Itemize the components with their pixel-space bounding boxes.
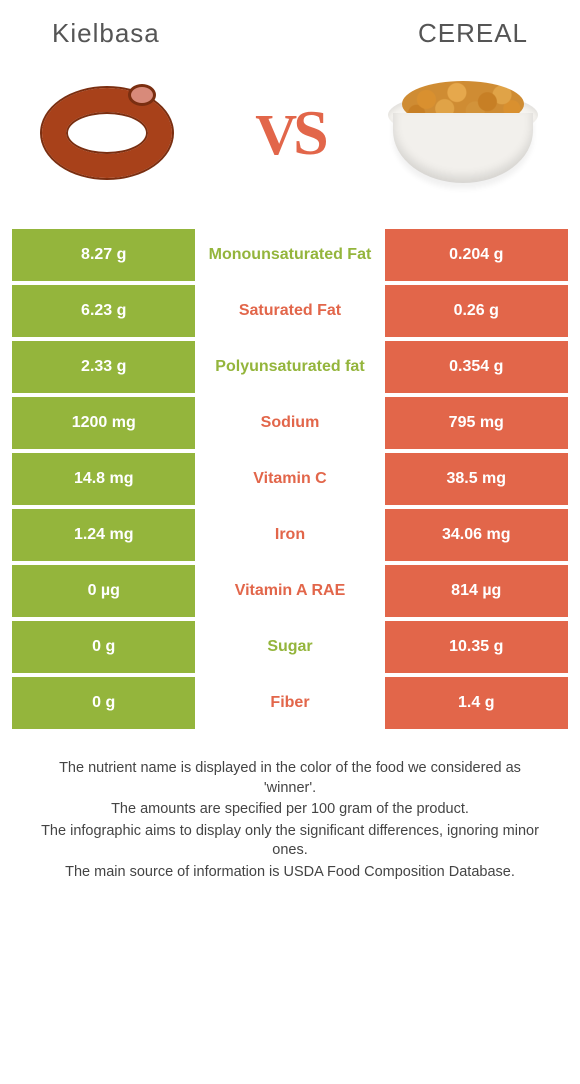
- table-row: 0 gFiber1.4 g: [12, 677, 568, 729]
- nutrient-label: Vitamin A RAE: [195, 565, 384, 617]
- footer-notes: The nutrient name is displayed in the co…: [12, 733, 568, 882]
- table-row: 14.8 mgVitamin C38.5 mg: [12, 453, 568, 505]
- right-value: 1.4 g: [385, 677, 569, 729]
- table-row: 0 gSugar10.35 g: [12, 621, 568, 673]
- title-row: Kielbasa CEREAL: [12, 18, 568, 57]
- table-row: 6.23 gSaturated Fat0.26 g: [12, 285, 568, 337]
- cereal-bowl-icon: [378, 73, 548, 193]
- left-value: 14.8 mg: [12, 453, 195, 505]
- nutrient-label: Polyunsaturated fat: [195, 341, 384, 393]
- table-row: 1200 mgSodium795 mg: [12, 397, 568, 449]
- left-value: 0 g: [12, 677, 195, 729]
- left-value: 8.27 g: [12, 229, 195, 281]
- nutrition-tbody: 8.27 gMonounsaturated Fat0.204 g6.23 gSa…: [12, 229, 568, 729]
- right-value: 814 µg: [385, 565, 569, 617]
- left-value: 1.24 mg: [12, 509, 195, 561]
- footer-line: The nutrient name is displayed in the co…: [36, 759, 544, 798]
- nutrient-label: Vitamin C: [195, 453, 384, 505]
- nutrient-label: Sugar: [195, 621, 384, 673]
- left-value: 2.33 g: [12, 341, 195, 393]
- right-value: 0.354 g: [385, 341, 569, 393]
- kielbasa-icon: [42, 78, 192, 188]
- table-row: 2.33 gPolyunsaturated fat0.354 g: [12, 341, 568, 393]
- right-value: 38.5 mg: [385, 453, 569, 505]
- right-value: 0.26 g: [385, 285, 569, 337]
- nutrient-label: Saturated Fat: [195, 285, 384, 337]
- vs-label: VS: [255, 96, 324, 170]
- left-food-title: Kielbasa: [52, 18, 160, 49]
- right-food-title: CEREAL: [418, 18, 528, 49]
- left-value: 0 g: [12, 621, 195, 673]
- table-row: 1.24 mgIron34.06 mg: [12, 509, 568, 561]
- footer-line: The infographic aims to display only the…: [36, 822, 544, 861]
- infographic-root: Kielbasa CEREAL VS 8.27 gMonounsaturated…: [0, 0, 580, 908]
- right-food-image: [368, 63, 558, 203]
- nutrient-label: Sodium: [195, 397, 384, 449]
- table-row: 8.27 gMonounsaturated Fat0.204 g: [12, 229, 568, 281]
- nutrient-label: Iron: [195, 509, 384, 561]
- left-value: 6.23 g: [12, 285, 195, 337]
- right-value: 795 mg: [385, 397, 569, 449]
- footer-line: The main source of information is USDA F…: [36, 863, 544, 883]
- left-food-image: [22, 63, 212, 203]
- nutrient-label: Monounsaturated Fat: [195, 229, 384, 281]
- left-value: 0 µg: [12, 565, 195, 617]
- nutrient-label: Fiber: [195, 677, 384, 729]
- right-value: 0.204 g: [385, 229, 569, 281]
- footer-line: The amounts are specified per 100 gram o…: [36, 800, 544, 820]
- left-value: 1200 mg: [12, 397, 195, 449]
- right-value: 10.35 g: [385, 621, 569, 673]
- table-row: 0 µgVitamin A RAE814 µg: [12, 565, 568, 617]
- nutrition-table: 8.27 gMonounsaturated Fat0.204 g6.23 gSa…: [12, 225, 568, 733]
- hero-row: VS: [12, 57, 568, 225]
- right-value: 34.06 mg: [385, 509, 569, 561]
